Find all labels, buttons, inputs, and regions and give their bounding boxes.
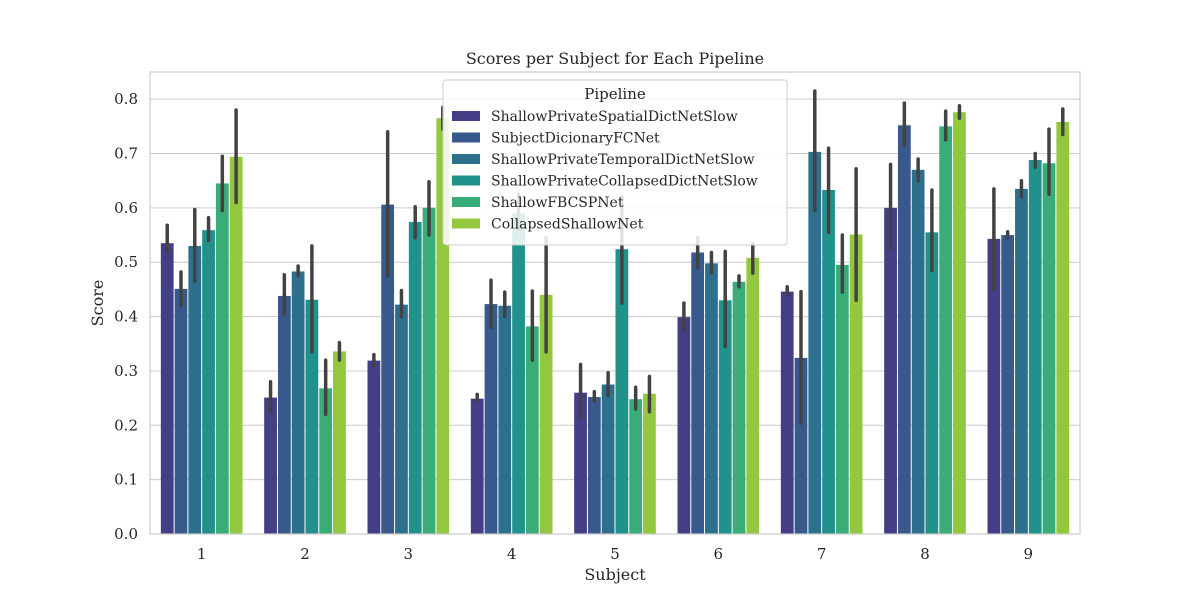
plot-frame — [149, 71, 1081, 535]
bar — [780, 291, 794, 534]
bar — [601, 384, 615, 534]
bar — [525, 326, 539, 534]
bar — [215, 183, 229, 534]
bar — [822, 189, 835, 535]
bar — [629, 399, 643, 534]
bar — [470, 398, 484, 534]
bar — [1001, 235, 1015, 534]
chart-title: Scores per Subject for Each Pipeline — [466, 49, 764, 68]
x-tick-label: 6 — [714, 545, 724, 563]
bar — [174, 288, 188, 534]
y-tick-label: 0.7 — [114, 145, 138, 163]
bar — [229, 156, 243, 534]
bar — [643, 393, 656, 534]
bar — [367, 360, 381, 534]
bar — [794, 357, 808, 534]
y-tick-label: 0.6 — [114, 199, 138, 217]
x-tick-label: 5 — [610, 545, 620, 563]
x-axis-title: Subject — [584, 565, 646, 584]
y-axis-ticks: 0.0 0.1 0.2 0.3 0.4 0.5 0.6 0.7 0.8 — [114, 90, 138, 543]
bar — [987, 238, 1001, 534]
bar — [574, 392, 587, 534]
x-tick-label: 1 — [197, 545, 207, 563]
bar — [835, 264, 849, 534]
bar — [746, 257, 760, 534]
x-axis-ticks: 1 2 3 4 5 6 7 8 9 — [197, 545, 1033, 563]
bar — [160, 243, 174, 534]
y-tick-label: 0.0 — [114, 525, 138, 543]
legend: Pipeline ShallowPrivateSpatialDictNetSlo… — [442, 79, 788, 246]
x-tick-label: 3 — [404, 545, 414, 563]
bar — [849, 234, 863, 534]
bar — [925, 232, 939, 534]
bar — [408, 222, 422, 535]
bar — [395, 304, 408, 534]
bar — [188, 245, 202, 534]
legend-label: SubjectDicionaryFCNet — [491, 131, 660, 147]
y-tick-label: 0.2 — [114, 416, 138, 434]
bar — [718, 300, 732, 534]
legend-swatch — [452, 218, 480, 229]
bar — [897, 125, 911, 535]
bar — [512, 213, 525, 535]
legend-label: ShallowPrivateCollapsedDictNetSlow — [491, 174, 758, 190]
bar — [422, 207, 436, 534]
y-tick-label: 0.3 — [114, 362, 138, 380]
bar — [333, 351, 346, 534]
bar — [484, 304, 498, 534]
x-tick-label: 7 — [817, 545, 827, 563]
bar — [319, 388, 333, 534]
legend-label: ShallowPrivateTemporalDictNetSlow — [491, 152, 755, 168]
legend-box — [442, 79, 788, 246]
bar — [884, 207, 897, 534]
bar — [939, 126, 953, 535]
bar — [202, 230, 215, 534]
y-tick-label: 0.4 — [114, 308, 138, 326]
bar — [691, 252, 705, 534]
bar — [705, 263, 718, 534]
x-tick-label: 8 — [920, 545, 930, 563]
x-tick-label: 9 — [1024, 545, 1034, 563]
bar — [277, 295, 291, 534]
legend-swatch — [452, 132, 480, 143]
bar — [1028, 160, 1042, 534]
y-tick-label: 0.8 — [114, 90, 138, 108]
y-tick-label: 0.1 — [114, 471, 138, 489]
x-tick-label: 2 — [300, 545, 310, 563]
bar — [498, 305, 512, 534]
y-axis-title: Score — [88, 280, 107, 327]
bar — [587, 397, 601, 534]
legend-label: CollapsedShallowNet — [491, 217, 644, 233]
legend-items: ShallowPrivateSpatialDictNetSlow SubjectD… — [452, 109, 758, 233]
bar — [539, 294, 553, 534]
legend-label: ShallowFBCSPNet — [491, 195, 624, 211]
legend-swatch — [452, 197, 480, 207]
legend-label: ShallowPrivateSpatialDictNetSlow — [491, 109, 738, 125]
legend-title: Pipeline — [584, 85, 646, 103]
error-bars — [165, 89, 1065, 425]
legend-swatch — [452, 154, 480, 164]
bar — [1056, 122, 1070, 535]
bar — [615, 249, 629, 534]
bar — [1015, 188, 1028, 534]
y-tick-label: 0.5 — [114, 253, 138, 271]
bar — [291, 271, 305, 534]
x-tick-label: 4 — [507, 545, 517, 563]
bar — [911, 169, 925, 534]
bar — [305, 299, 319, 534]
bar — [808, 151, 822, 535]
bar — [953, 112, 966, 534]
bar — [264, 397, 277, 534]
bar — [1042, 163, 1056, 535]
bars — [160, 112, 1070, 535]
legend-swatch — [452, 175, 480, 186]
bar — [732, 281, 746, 534]
bar — [381, 204, 395, 535]
legend-swatch — [452, 111, 480, 121]
bar — [677, 317, 691, 534]
